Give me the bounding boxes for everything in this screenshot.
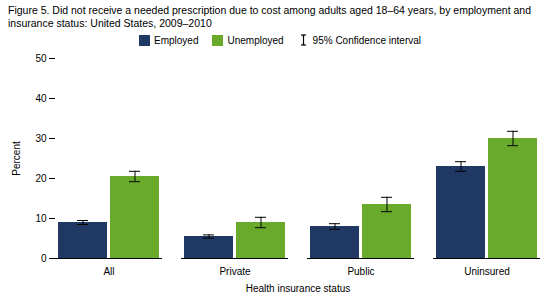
html-text:Unemployed: Unemployed bbox=[227, 34, 284, 46]
html-text:Figure 5. Did not receive a ne: Figure 5. Did not receive a needed presc… bbox=[8, 4, 531, 30]
svg-text:50: 50 bbox=[35, 53, 47, 64]
svg-text:0: 0 bbox=[41, 253, 47, 264]
svg-text:Private: Private bbox=[219, 266, 251, 277]
svg-text:All: All bbox=[103, 266, 114, 277]
svg-text:10: 10 bbox=[35, 213, 47, 224]
svg-text:30: 30 bbox=[35, 133, 47, 144]
html-text:95% Confidence interval: 95% Confidence interval bbox=[312, 34, 421, 46]
svg-text:Public: Public bbox=[347, 266, 374, 277]
svg-text:Uninsured: Uninsured bbox=[464, 266, 510, 277]
svg-text:20: 20 bbox=[35, 173, 47, 184]
svg-text:Percent: Percent bbox=[11, 141, 22, 176]
html-text:Employed: Employed bbox=[154, 34, 199, 46]
svg-text:Health insurance status: Health insurance status bbox=[246, 283, 351, 294]
svg-text:40: 40 bbox=[35, 93, 47, 104]
